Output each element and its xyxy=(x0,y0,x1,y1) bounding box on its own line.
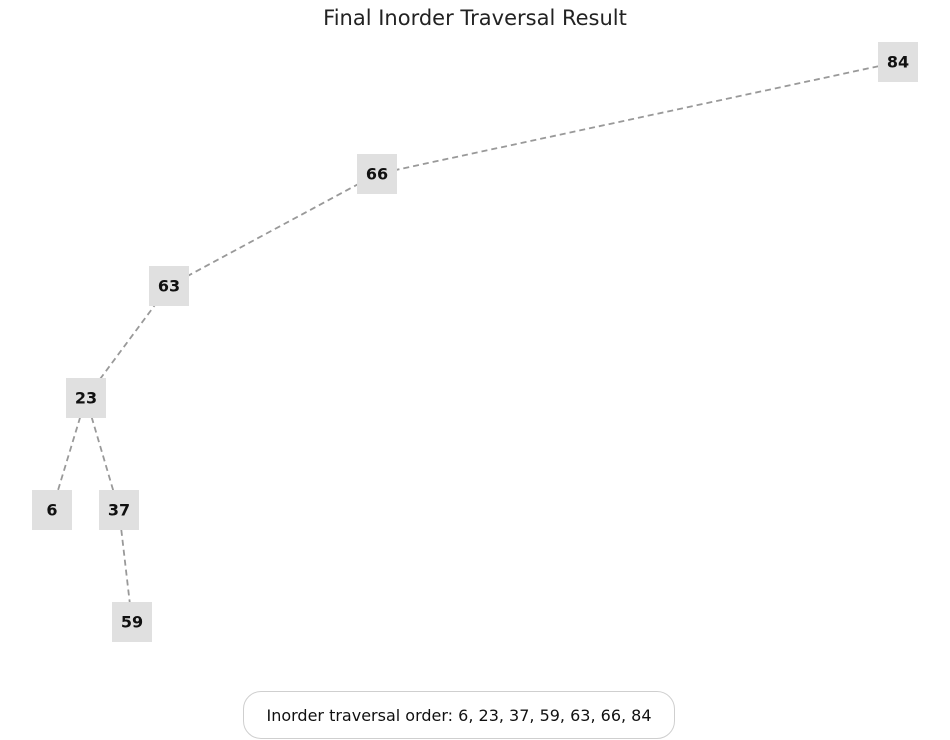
node-label: 6 xyxy=(46,501,57,520)
tree-node-63: 63 xyxy=(149,266,189,306)
diagram-title: Final Inorder Traversal Result xyxy=(323,6,627,30)
node-box xyxy=(357,154,397,194)
node-label: 59 xyxy=(121,613,143,632)
tree-node-59: 59 xyxy=(112,602,152,642)
node-box xyxy=(32,490,72,530)
tree-node-37: 37 xyxy=(99,490,139,530)
node-box xyxy=(878,42,918,82)
traversal-caption: Inorder traversal order: 6, 23, 37, 59, … xyxy=(243,691,675,739)
tree-node-66: 66 xyxy=(357,154,397,194)
edge-84-66 xyxy=(376,61,899,175)
node-label: 66 xyxy=(366,165,388,184)
tree-node-23: 23 xyxy=(66,378,106,418)
edge-66-63 xyxy=(168,173,378,287)
tree-nodes: 84 66 63 23 6 37 59 xyxy=(32,42,918,642)
tree-node-84: 84 xyxy=(878,42,918,82)
node-box xyxy=(99,490,139,530)
node-box xyxy=(149,266,189,306)
tree-node-6: 6 xyxy=(32,490,72,530)
tree-edges xyxy=(51,61,899,623)
node-label: 37 xyxy=(108,501,130,520)
node-label: 84 xyxy=(887,53,909,72)
node-label: 23 xyxy=(75,389,97,408)
node-box xyxy=(66,378,106,418)
node-box xyxy=(112,602,152,642)
node-label: 63 xyxy=(158,277,180,296)
